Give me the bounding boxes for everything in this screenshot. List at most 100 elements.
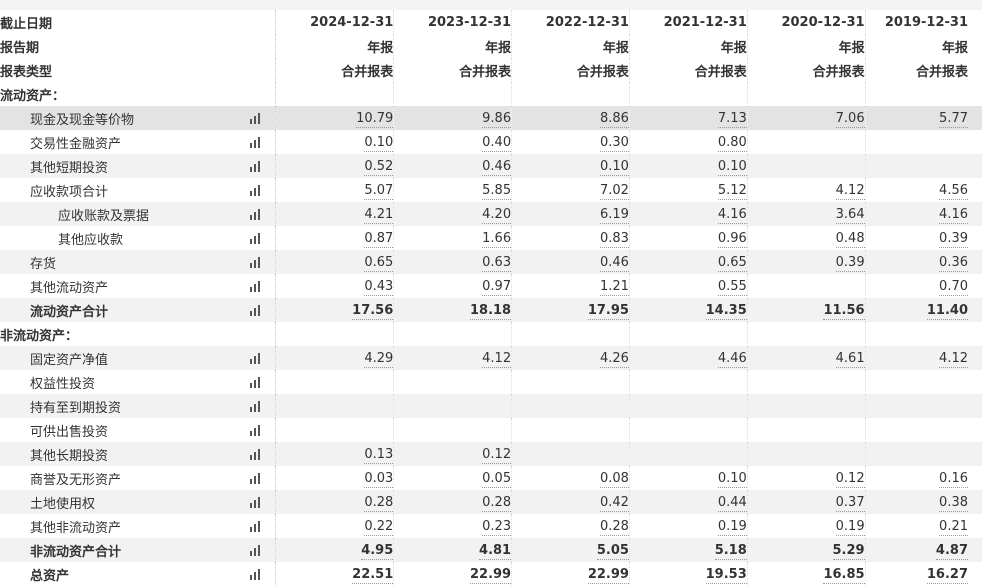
bar-chart-icon[interactable]	[249, 400, 263, 412]
bar-chart-icon[interactable]	[249, 520, 263, 532]
value[interactable]: 0.65	[364, 254, 394, 272]
value[interactable]: 6.19	[599, 206, 629, 224]
value[interactable]: 4.12	[835, 182, 865, 200]
value[interactable]: 7.06	[835, 110, 865, 128]
bar-chart-icon[interactable]	[249, 496, 263, 508]
value[interactable]: 0.96	[717, 230, 747, 248]
bar-chart-icon[interactable]	[249, 376, 263, 388]
value[interactable]: 4.12	[939, 350, 968, 368]
value[interactable]: 0.80	[717, 134, 747, 152]
bar-chart-icon[interactable]	[249, 208, 263, 220]
value[interactable]: 16.85	[823, 566, 865, 584]
value[interactable]: 0.83	[599, 230, 629, 248]
value[interactable]: 0.52	[364, 158, 394, 176]
value[interactable]: 0.63	[482, 254, 512, 272]
value[interactable]: 11.40	[926, 302, 968, 320]
value[interactable]: 0.22	[364, 518, 394, 536]
value[interactable]: 0.44	[717, 494, 747, 512]
value[interactable]: 0.55	[717, 278, 747, 296]
value[interactable]: 1.66	[482, 230, 512, 248]
value[interactable]: 0.38	[939, 494, 968, 512]
value[interactable]: 0.10	[599, 158, 629, 176]
bar-chart-icon[interactable]	[249, 472, 263, 484]
bar-chart-icon[interactable]	[249, 352, 263, 364]
value[interactable]: 0.28	[599, 518, 629, 536]
bar-chart-icon[interactable]	[249, 232, 263, 244]
value[interactable]: 22.51	[352, 566, 394, 584]
value[interactable]: 4.46	[717, 350, 747, 368]
value[interactable]: 22.99	[587, 566, 629, 584]
value[interactable]: 0.19	[835, 518, 865, 536]
value[interactable]: 4.16	[717, 206, 747, 224]
value[interactable]: 0.12	[835, 470, 865, 488]
value[interactable]: 4.20	[482, 206, 512, 224]
value[interactable]: 5.05	[596, 542, 629, 560]
value[interactable]: 1.21	[599, 278, 629, 296]
bar-chart-icon[interactable]	[249, 448, 263, 460]
bar-chart-icon[interactable]	[249, 112, 263, 124]
value[interactable]: 5.07	[364, 182, 394, 200]
bar-chart-icon[interactable]	[249, 256, 263, 268]
value[interactable]: 5.12	[717, 182, 747, 200]
value[interactable]: 0.39	[939, 230, 968, 248]
value[interactable]: 10.79	[356, 110, 394, 128]
value[interactable]: 0.12	[482, 446, 512, 464]
value[interactable]: 8.86	[599, 110, 629, 128]
value[interactable]: 4.95	[361, 542, 394, 560]
value[interactable]: 0.10	[717, 158, 747, 176]
value[interactable]: 4.87	[935, 542, 968, 560]
value[interactable]: 4.61	[835, 350, 865, 368]
value[interactable]: 0.28	[364, 494, 394, 512]
value[interactable]: 0.36	[939, 254, 968, 272]
value[interactable]: 0.13	[364, 446, 394, 464]
value[interactable]: 0.87	[364, 230, 394, 248]
value[interactable]: 11.56	[823, 302, 865, 320]
bar-chart-icon[interactable]	[249, 136, 263, 148]
value[interactable]: 0.37	[835, 494, 865, 512]
value[interactable]: 0.05	[482, 470, 512, 488]
value[interactable]: 0.42	[599, 494, 629, 512]
value[interactable]: 5.29	[832, 542, 865, 560]
value[interactable]: 0.08	[599, 470, 629, 488]
value[interactable]: 4.29	[364, 350, 394, 368]
value[interactable]: 0.46	[599, 254, 629, 272]
bar-chart-icon[interactable]	[249, 184, 263, 196]
bar-chart-icon[interactable]	[249, 160, 263, 172]
value[interactable]: 0.43	[364, 278, 394, 296]
value[interactable]: 0.97	[482, 278, 512, 296]
value[interactable]: 0.23	[482, 518, 512, 536]
value[interactable]: 22.99	[469, 566, 512, 584]
value[interactable]: 0.21	[939, 518, 968, 536]
value[interactable]: 4.56	[939, 182, 968, 200]
value[interactable]: 19.53	[705, 566, 747, 584]
value[interactable]: 7.13	[717, 110, 747, 128]
value[interactable]: 17.95	[587, 302, 629, 320]
bar-chart-icon[interactable]	[249, 280, 263, 292]
value[interactable]: 5.85	[482, 182, 512, 200]
value[interactable]: 4.26	[599, 350, 629, 368]
value[interactable]: 0.19	[717, 518, 747, 536]
value[interactable]: 4.12	[482, 350, 512, 368]
value[interactable]: 4.16	[939, 206, 968, 224]
value[interactable]: 0.40	[482, 134, 512, 152]
bar-chart-icon[interactable]	[249, 304, 263, 316]
value[interactable]: 3.64	[835, 206, 865, 224]
value[interactable]: 0.28	[482, 494, 512, 512]
value[interactable]: 0.10	[364, 134, 394, 152]
value[interactable]: 0.65	[717, 254, 747, 272]
value[interactable]: 16.27	[926, 566, 968, 584]
bar-chart-icon[interactable]	[249, 424, 263, 436]
value[interactable]: 0.39	[835, 254, 865, 272]
value[interactable]: 0.16	[939, 470, 968, 488]
value[interactable]: 5.77	[939, 110, 968, 128]
value[interactable]: 0.46	[482, 158, 512, 176]
bar-chart-icon[interactable]	[249, 568, 263, 580]
value[interactable]: 5.18	[714, 542, 747, 560]
value[interactable]: 4.81	[479, 542, 512, 560]
value[interactable]: 14.35	[705, 302, 747, 320]
value[interactable]: 0.48	[835, 230, 865, 248]
value[interactable]: 0.10	[717, 470, 747, 488]
value[interactable]: 17.56	[352, 302, 394, 320]
value[interactable]: 0.70	[939, 278, 968, 296]
value[interactable]: 0.03	[364, 470, 394, 488]
